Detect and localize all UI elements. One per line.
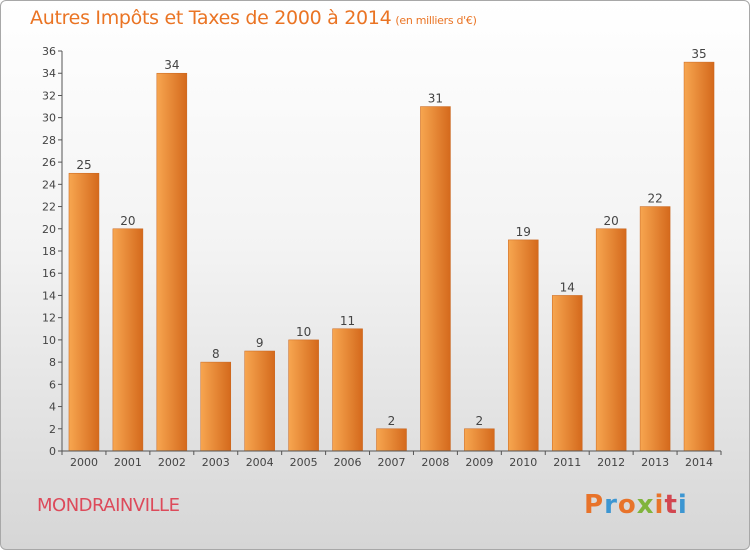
x-tick-label: 2003	[202, 456, 230, 469]
chart-title-unit: (en milliers d'€)	[395, 14, 477, 27]
logo-letter: t	[664, 490, 678, 520]
y-tick-label: 18	[42, 245, 56, 258]
bar-2003	[200, 361, 232, 452]
bar-2005	[288, 339, 319, 452]
y-tick-label: 14	[42, 289, 56, 302]
x-tick-label: 2002	[158, 456, 186, 469]
y-tick-label: 0	[49, 445, 56, 458]
chart-title: Autres Impôts et Taxes de 2000 à 2014 (en…	[30, 7, 477, 29]
y-tick-label: 4	[49, 401, 56, 414]
x-tick-label: 2006	[334, 456, 362, 469]
bar-2014	[683, 61, 715, 452]
bar-value-label: 9	[256, 336, 264, 350]
bar-2006	[332, 328, 363, 452]
bar-2008	[420, 106, 451, 452]
bar-2010	[508, 239, 539, 452]
bar-2004	[244, 350, 275, 452]
bar-value-label: 31	[428, 92, 443, 106]
logo-letter: i	[654, 490, 665, 520]
x-tick-label: 2014	[685, 456, 713, 469]
bar-value-label: 19	[516, 225, 531, 239]
logo-letter: x	[636, 490, 655, 520]
x-tick-label: 2000	[70, 456, 98, 469]
y-tick-label: 30	[42, 112, 56, 125]
y-tick-label: 32	[42, 89, 56, 102]
logo-letter: P	[584, 490, 605, 520]
city-name: MONDRAINVILLE	[37, 495, 180, 516]
bar-value-label: 8	[212, 347, 220, 361]
y-tick-label: 2	[49, 423, 56, 436]
x-tick-label: 2011	[553, 456, 581, 469]
x-tick-label: 2012	[597, 456, 625, 469]
bar-value-label: 11	[340, 314, 355, 328]
bar-value-label: 10	[296, 325, 311, 339]
y-tick-label: 34	[42, 67, 56, 80]
logo-letter: i	[677, 490, 688, 520]
bar-value-label: 22	[647, 192, 662, 206]
x-tick-label: 2009	[465, 456, 493, 469]
chart-title-text: Autres Impôts et Taxes de 2000 à 2014	[30, 7, 392, 29]
bar-2011	[551, 295, 583, 452]
bar-2009	[464, 428, 495, 452]
y-tick-label: 10	[42, 334, 56, 347]
bar-value-label: 25	[76, 158, 91, 172]
y-tick-label: 26	[42, 156, 56, 169]
bar-2000	[68, 172, 100, 452]
x-tick-label: 2001	[114, 456, 142, 469]
x-tick-label: 2005	[290, 456, 318, 469]
bar-2007	[376, 428, 407, 452]
y-tick-label: 28	[42, 134, 56, 147]
bar-2013	[639, 206, 671, 452]
x-tick-label: 2008	[421, 456, 449, 469]
logo-letter: r	[604, 490, 618, 520]
bar-series: 25 20 34 8 9 10 11 2 31 2 19 14 20 22 35	[68, 47, 715, 452]
bar-2001	[112, 228, 144, 452]
bar-2012	[595, 228, 627, 452]
y-tick-label: 6	[49, 378, 56, 391]
y-tick-label: 20	[42, 223, 56, 236]
proxiti-logo: Proxiti	[584, 490, 688, 520]
bar-value-label: 34	[164, 58, 179, 72]
bar-value-label: 2	[388, 414, 396, 428]
bar-value-label: 35	[691, 47, 706, 61]
y-tick-label: 24	[42, 178, 56, 191]
x-tick-label: 2007	[378, 456, 406, 469]
y-tick-label: 36	[42, 45, 56, 58]
y-tick-label: 16	[42, 267, 56, 280]
bar-value-label: 20	[604, 214, 619, 228]
y-tick-label: 12	[42, 312, 56, 325]
bar-value-label: 14	[560, 280, 575, 294]
bar-value-label: 2	[476, 414, 484, 428]
bar-2002	[156, 72, 188, 452]
x-tick-label: 2013	[641, 456, 669, 469]
y-tick-label: 22	[42, 201, 56, 214]
logo-letter: o	[617, 490, 637, 520]
bar-value-label: 20	[120, 214, 135, 228]
x-tick-label: 2010	[509, 456, 537, 469]
y-tick-label: 8	[49, 356, 56, 369]
x-tick-label: 2004	[246, 456, 274, 469]
